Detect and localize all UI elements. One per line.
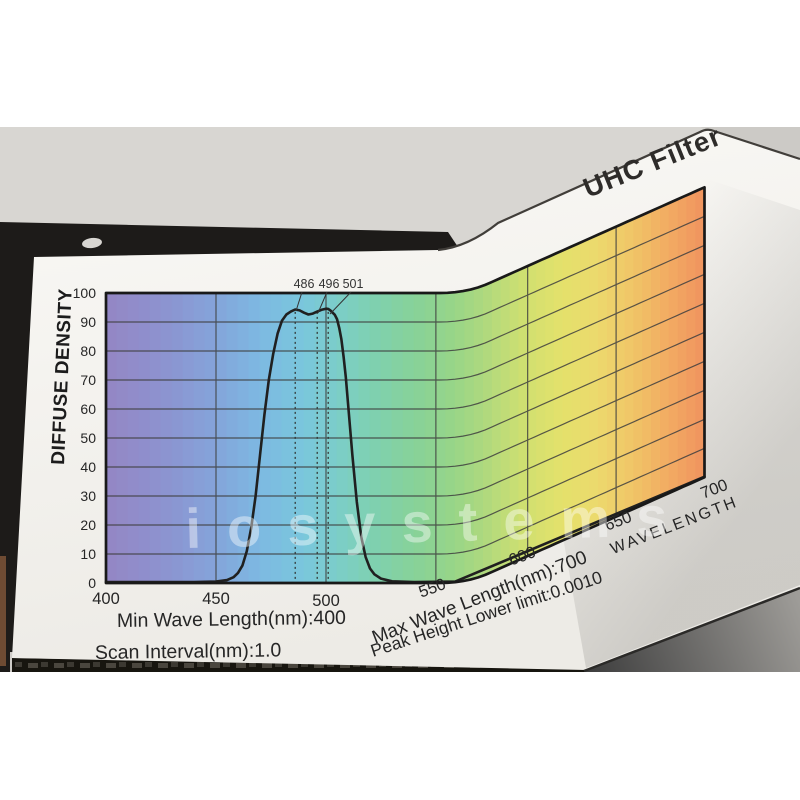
y-tick-label-70: 70 xyxy=(80,372,96,388)
annotation-leader-501 xyxy=(329,291,352,315)
truncated-text-strip xyxy=(12,658,588,672)
white-matting-top xyxy=(0,0,800,127)
spectrum-gradient xyxy=(105,186,705,584)
y-tick-label-100: 100 xyxy=(73,285,97,301)
y-tick-label-80: 80 xyxy=(80,343,96,359)
y-tick-label-0: 0 xyxy=(88,575,96,591)
y-tick-label-10: 10 xyxy=(80,546,96,562)
x-tick-label-450: 450 xyxy=(202,590,230,608)
watermark: iosystems xyxy=(185,484,694,560)
x-tick-label-400: 400 xyxy=(92,590,120,608)
y-tick-label-90: 90 xyxy=(80,314,96,330)
annotation-leader-496 xyxy=(317,291,328,314)
annotation-leader-486 xyxy=(295,291,303,312)
annotation-label-501: 501 xyxy=(343,277,364,291)
paper-bottom-right-edge xyxy=(583,586,800,673)
white-matting-bottom xyxy=(0,672,800,800)
annotation-label-496: 496 xyxy=(319,277,340,291)
y-tick-label-50: 50 xyxy=(80,430,96,446)
backdrop-scuff xyxy=(82,237,102,249)
y-tick-label-40: 40 xyxy=(80,459,96,475)
footer-min-wavelength: Min Wave Length(nm):400 xyxy=(117,607,346,632)
plot-border xyxy=(104,185,706,585)
y-tick-label-30: 30 xyxy=(80,488,96,504)
left-edge-sliver xyxy=(0,556,6,666)
y-tick-label-20: 20 xyxy=(80,517,96,533)
paper-fold-edge xyxy=(437,128,800,252)
annotation-label-486: 486 xyxy=(294,277,315,291)
gridlines xyxy=(106,215,705,583)
transmission-curve xyxy=(104,307,706,584)
y-tick-label-60: 60 xyxy=(80,401,96,417)
footer-scan-interval: Scan Interval(nm):1.0 xyxy=(95,639,282,664)
x-tick-label-500: 500 xyxy=(312,592,340,610)
